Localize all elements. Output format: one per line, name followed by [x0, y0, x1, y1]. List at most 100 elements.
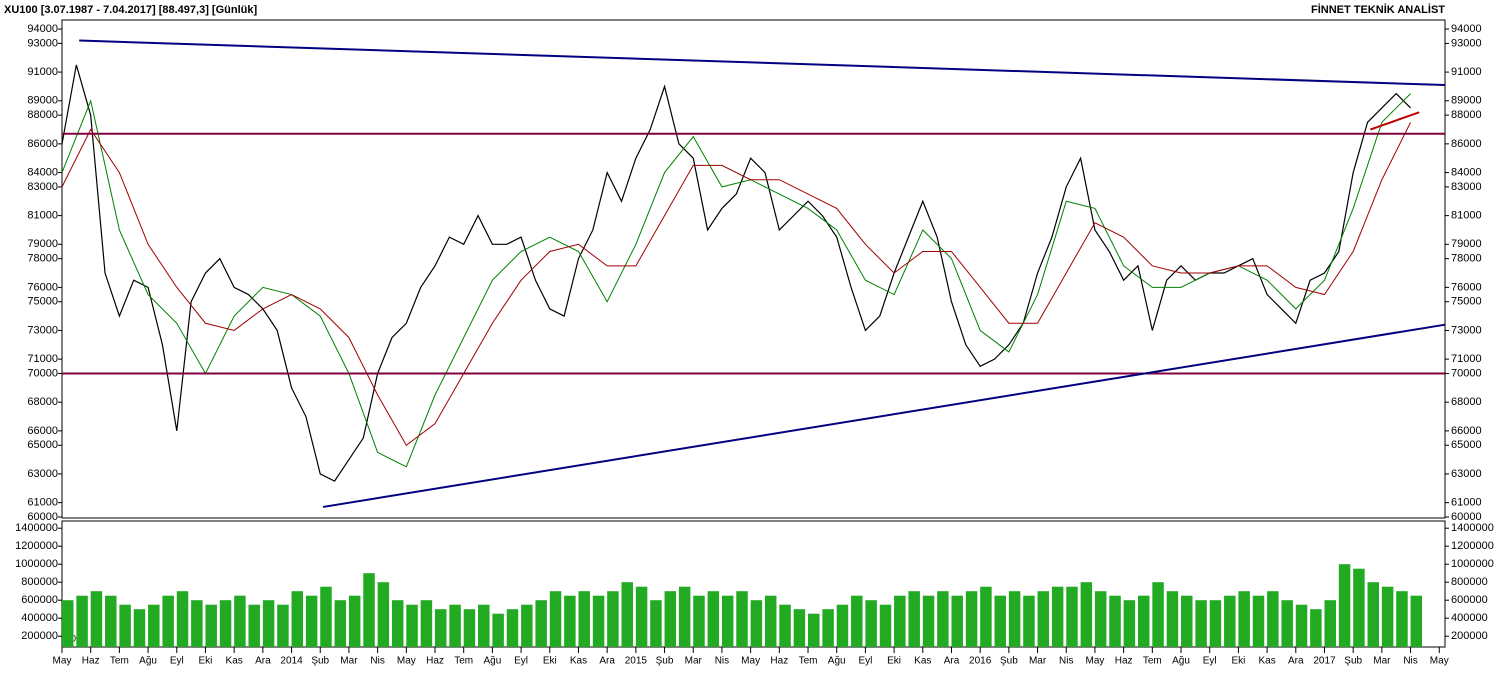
volume-bar [234, 595, 246, 647]
y-tick-label: 400000 [1451, 612, 1488, 624]
y-tick-label: 1400000 [1451, 522, 1494, 534]
volume-bar [148, 604, 160, 647]
y-tick-label: 600000 [21, 594, 58, 606]
volume-bar [277, 604, 289, 647]
x-tick-label: Kas [1258, 656, 1275, 667]
volume-bar [937, 591, 949, 647]
volume-bar [320, 586, 332, 647]
volume-bar [406, 604, 418, 647]
y-tick-label: 71000 [1451, 353, 1482, 365]
volume-bar [492, 613, 504, 647]
volume-bar [176, 591, 189, 647]
volume-bar [391, 600, 404, 647]
x-tick-label: Kas [914, 656, 931, 667]
volume-bar [1267, 591, 1279, 647]
y-tick-label: 70000 [27, 367, 58, 379]
y-tick-label: 94000 [27, 23, 58, 35]
x-tick-label: Mar [340, 656, 358, 667]
x-tick-label: Eyl [514, 656, 528, 667]
y-tick-label: 200000 [1451, 630, 1488, 642]
volume-bar [1137, 595, 1150, 647]
volume-bar [908, 591, 920, 647]
x-tick-label: Eki [1231, 656, 1245, 667]
volume-bar [1224, 595, 1236, 647]
x-tick-label: 2014 [280, 656, 303, 667]
volume-bar [1152, 582, 1164, 647]
y-tick-label: 400000 [21, 612, 58, 624]
volume-bar [420, 600, 433, 647]
volume-bar [764, 595, 777, 647]
x-tick-label: Tem [454, 656, 473, 667]
volume-bar [592, 595, 605, 647]
volume-bar [851, 595, 863, 647]
y-tick-label: 75000 [27, 296, 58, 308]
y-tick-label: 91000 [1451, 66, 1482, 78]
volume-bar [1166, 591, 1179, 647]
x-tick-label: May [1430, 656, 1449, 667]
volume-bar [191, 600, 203, 647]
y-tick-label: 73000 [27, 324, 58, 336]
volume-bar [750, 600, 763, 647]
volume-bar [736, 591, 748, 647]
x-tick-label: Nis [1059, 656, 1073, 667]
x-tick-label: Tem [1143, 656, 1162, 667]
volume-bar [980, 586, 992, 647]
volume-bar [1410, 595, 1423, 647]
x-tick-label: Eyl [170, 656, 184, 667]
volume-bar [779, 604, 791, 647]
volume-bar [535, 600, 547, 647]
x-tick-label: Haz [426, 656, 444, 667]
volume-bar [1023, 595, 1035, 647]
volume-bar [1094, 591, 1107, 647]
x-tick-label: Ara [255, 656, 271, 667]
volume-bar [1181, 595, 1193, 647]
volume-bar [133, 609, 146, 647]
x-tick-label: May [1085, 656, 1104, 667]
y-tick-label: 84000 [1451, 166, 1482, 178]
y-tick-label: 65000 [1451, 439, 1482, 451]
volume-bar [549, 591, 562, 647]
volume-bar [363, 573, 375, 647]
volume-bar [922, 595, 935, 647]
trend-line [79, 39, 1446, 87]
volume-bar [90, 591, 103, 647]
y-tick-label: 79000 [27, 238, 58, 250]
x-tick-label: Mar [685, 656, 703, 667]
volume-bar [1008, 591, 1021, 647]
chart-subtitle: FİNNET TEKNİK ANALİST [1311, 3, 1445, 16]
y-tick-label: 89000 [1451, 95, 1482, 107]
volume-bar [1195, 600, 1207, 647]
volume-bar [348, 595, 361, 647]
x-tick-label: May [53, 656, 72, 667]
y-tick-label: 88000 [27, 109, 58, 121]
y-tick-label: 68000 [1451, 396, 1482, 408]
volume-bar [105, 595, 117, 647]
y-tick-label: 84000 [27, 166, 58, 178]
x-tick-label: Haz [82, 656, 100, 667]
volume-bar [478, 604, 490, 647]
volume-bar [76, 595, 88, 647]
y-tick-label: 63000 [27, 468, 58, 480]
y-tick-label: 88000 [1451, 109, 1482, 121]
volume-bar [305, 595, 318, 647]
y-tick-label: 73000 [1451, 324, 1482, 336]
volume-bar [1396, 591, 1408, 647]
x-tick-label: Haz [1115, 656, 1133, 667]
y-tick-label: 83000 [1451, 181, 1482, 193]
x-tick-label: Tem [110, 656, 129, 667]
y-tick-label: 800000 [21, 576, 58, 588]
volume-bar [1295, 604, 1308, 647]
volume-bar [836, 604, 849, 647]
x-tick-label: May [741, 656, 760, 667]
volume-bar [162, 595, 174, 647]
volume-bar [808, 613, 820, 647]
x-tick-label: 2016 [969, 656, 992, 667]
y-tick-label: 1200000 [15, 540, 58, 552]
chart-title: XU100 [3.07.1987 - 7.04.2017] [88.497,3]… [4, 4, 257, 16]
volume-bar [1037, 591, 1050, 647]
y-tick-label: 83000 [27, 181, 58, 193]
volume-bar [262, 600, 275, 647]
y-tick-label: 800000 [1451, 576, 1488, 588]
volume-bar [1209, 600, 1222, 647]
